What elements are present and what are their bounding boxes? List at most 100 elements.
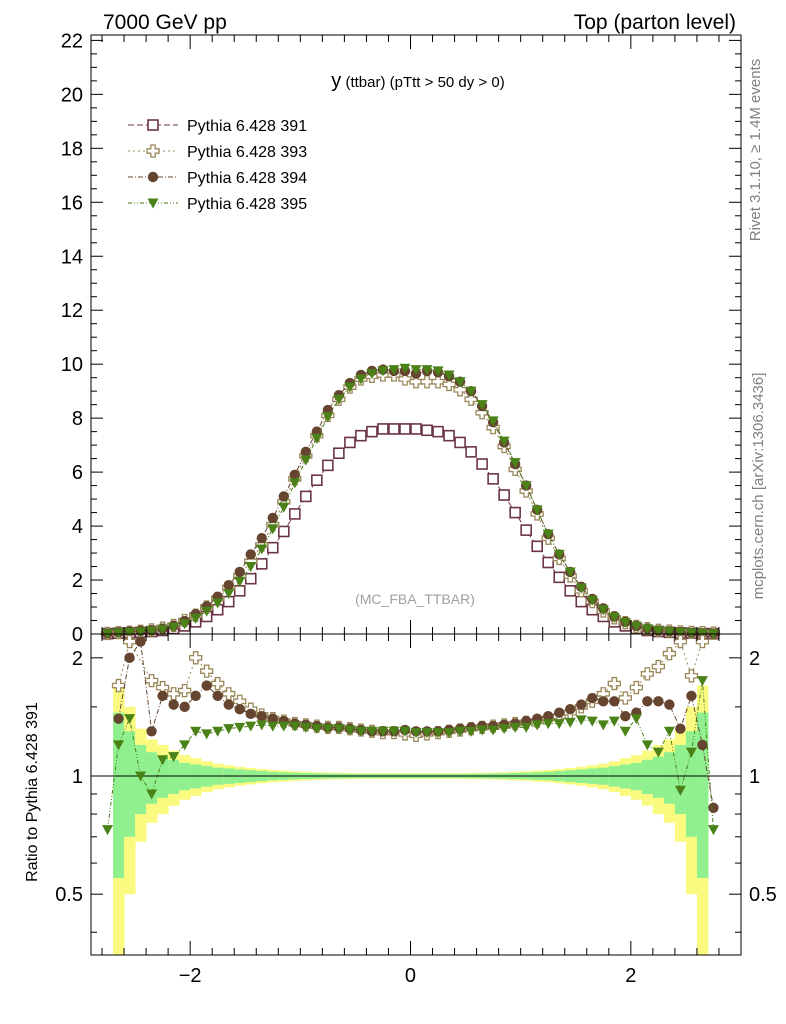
legend-marker xyxy=(146,144,160,158)
mcplots-label: mcplots.cern.ch [arXiv:1306.3436] xyxy=(750,373,767,600)
data-point xyxy=(311,474,323,487)
ratio-point xyxy=(256,720,268,731)
y-tick-label: 14 xyxy=(61,246,83,268)
legend-marker xyxy=(147,198,159,209)
data-point xyxy=(420,375,434,389)
data-point xyxy=(520,481,532,492)
ratio-point xyxy=(146,726,157,737)
ratio-point xyxy=(542,719,554,730)
data-point xyxy=(454,436,466,449)
data-point xyxy=(289,508,301,520)
data-point xyxy=(465,446,477,458)
ratio-point xyxy=(179,701,190,713)
data-point xyxy=(344,436,356,449)
y-tick-label: 20 xyxy=(61,84,83,106)
data-point xyxy=(245,562,257,573)
ratio-point xyxy=(234,703,245,715)
ratio-point xyxy=(454,726,466,737)
ratio-point xyxy=(620,711,631,722)
legend-marker xyxy=(147,119,159,131)
data-point xyxy=(244,572,257,585)
ratio-point xyxy=(177,683,192,698)
data-point xyxy=(388,365,400,376)
y-tick-label: 10 xyxy=(61,354,83,376)
data-point xyxy=(322,412,334,423)
ratio-frame xyxy=(90,633,742,956)
data-point xyxy=(630,621,642,632)
ratio-point xyxy=(113,740,125,751)
data-point xyxy=(421,424,433,437)
ratio-point xyxy=(124,652,135,664)
data-point xyxy=(553,571,566,584)
ratio-point xyxy=(587,692,598,704)
data-point xyxy=(234,566,245,578)
ratio-point xyxy=(674,785,686,796)
ratio-point xyxy=(157,690,168,702)
data-point xyxy=(641,624,653,635)
data-point xyxy=(223,579,234,591)
data-point xyxy=(520,524,532,536)
data-point xyxy=(344,382,356,393)
ratio-point xyxy=(608,716,620,727)
y-tick-label: 2 xyxy=(72,570,83,592)
ratio-point xyxy=(289,721,301,732)
ratio-point xyxy=(256,711,267,722)
data-point xyxy=(597,605,609,616)
analysis-watermark: (MC_FBA_TTBAR) xyxy=(355,591,475,607)
ratio-point xyxy=(222,687,236,701)
data-point xyxy=(509,458,521,469)
data-point xyxy=(333,447,345,460)
x-tick-label: −2 xyxy=(179,965,202,987)
ratio-point xyxy=(684,669,699,683)
data-point xyxy=(663,627,675,638)
ratio-point xyxy=(179,740,191,751)
data-point xyxy=(278,491,289,502)
ratio-point xyxy=(564,717,576,728)
ratio-point xyxy=(278,721,290,732)
data-point xyxy=(333,394,345,405)
ratio-y-tick-label-right: 1 xyxy=(749,766,760,788)
legend-marker xyxy=(147,171,159,183)
ratio-point xyxy=(619,726,631,737)
band-green xyxy=(146,752,158,804)
ratio-point xyxy=(267,713,278,724)
ratio-point xyxy=(686,690,697,702)
band-green xyxy=(652,756,665,798)
data-point xyxy=(531,540,543,553)
ratio-point xyxy=(245,708,256,720)
data-point xyxy=(498,436,510,447)
legend-label: Pythia 6.428 395 xyxy=(187,196,307,213)
data-point xyxy=(377,366,389,377)
data-point xyxy=(300,446,312,458)
ratio-point xyxy=(630,714,642,725)
ratio-y-tick-label: 1 xyxy=(72,766,83,788)
ratio-point xyxy=(223,724,235,735)
rivet-version-label: Rivet 3.1.10, ≥ 1.4M events xyxy=(747,59,764,242)
ratio-point xyxy=(697,739,708,751)
data-point xyxy=(124,627,136,638)
band-green xyxy=(124,731,136,837)
data-point xyxy=(366,369,378,380)
ratio-point xyxy=(586,716,598,727)
data-point xyxy=(476,400,488,411)
ratio-point xyxy=(675,723,686,734)
data-point xyxy=(201,606,213,617)
ratio-point xyxy=(157,755,169,766)
ratio-point xyxy=(168,699,179,710)
data-point xyxy=(652,625,664,636)
ratio-point xyxy=(410,728,422,739)
header-right-title: Top (parton level) xyxy=(574,11,736,34)
ratio-point xyxy=(642,696,653,707)
ratio-point xyxy=(200,664,214,678)
data-point xyxy=(135,627,147,638)
data-point xyxy=(443,429,455,442)
ratio-point xyxy=(245,721,257,732)
ratio-point xyxy=(234,722,246,733)
x-tick-label: 2 xyxy=(625,965,636,987)
ratio-point xyxy=(565,703,576,715)
legend-label: Pythia 6.428 393 xyxy=(187,144,307,161)
ratio-point xyxy=(696,676,708,687)
data-point xyxy=(464,392,478,406)
ratio-point xyxy=(212,726,224,737)
ratio-point xyxy=(201,729,213,740)
